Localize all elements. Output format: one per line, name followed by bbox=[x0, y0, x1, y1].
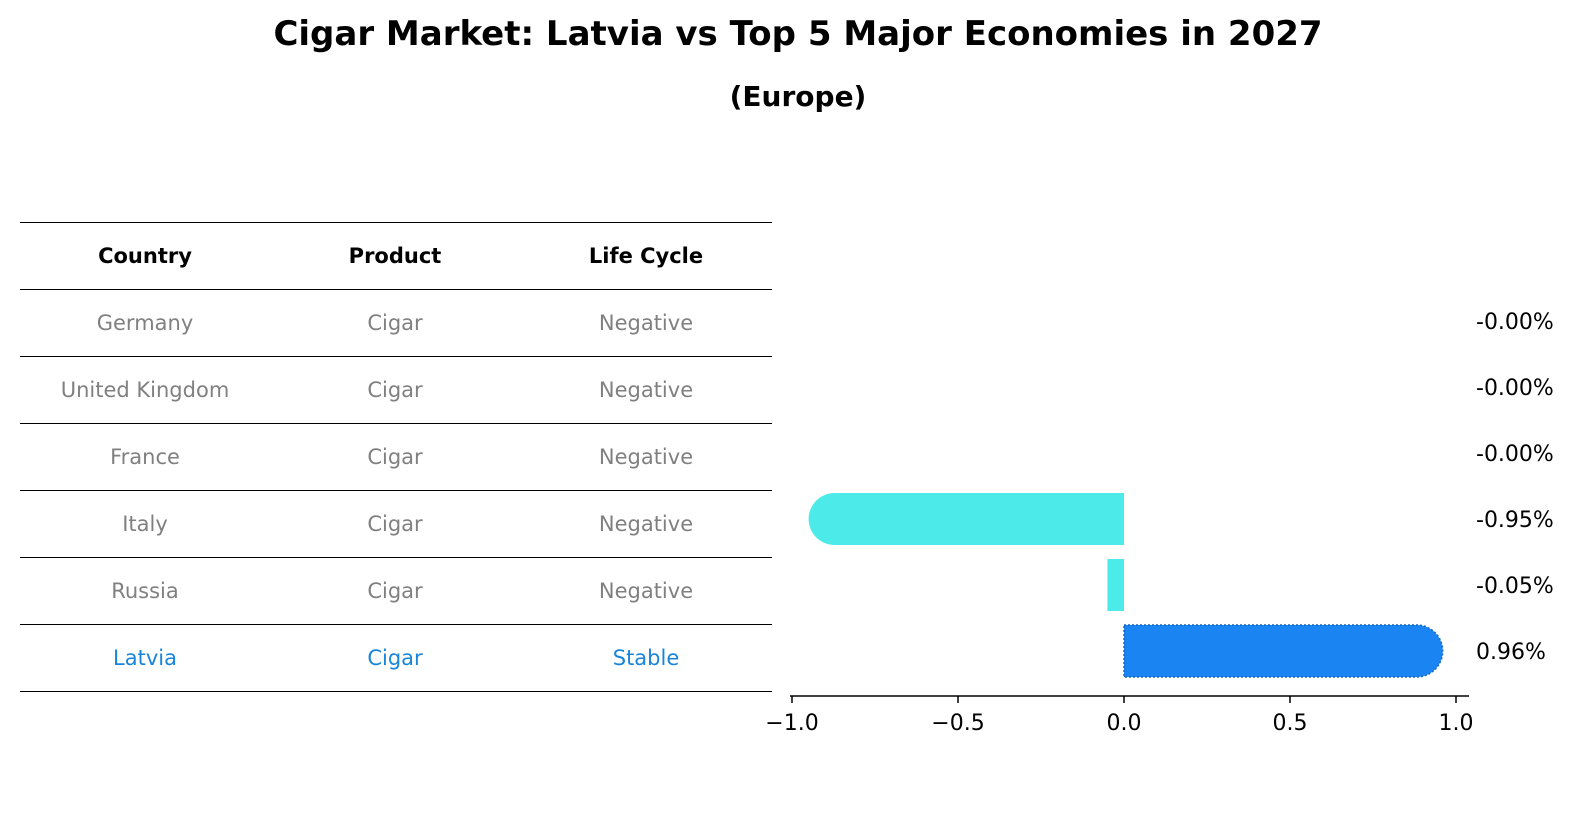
product-cell: Cigar bbox=[367, 579, 423, 603]
data-table: Country Product Life Cycle Germany Cigar… bbox=[20, 222, 772, 692]
x-tick-label: −1.0 bbox=[765, 711, 818, 736]
country-cell: Germany bbox=[96, 311, 194, 335]
header-country: Country bbox=[98, 244, 192, 268]
value-label: -0.00% bbox=[1476, 310, 1554, 335]
chart-subtitle: (Europe) bbox=[729, 80, 867, 113]
x-tick-label: 0.5 bbox=[1273, 711, 1308, 736]
x-tick-label: 1.0 bbox=[1439, 711, 1474, 736]
table-row: Russia Cigar Negative bbox=[20, 557, 772, 624]
life-cycle-cell: Negative bbox=[598, 445, 694, 469]
x-tick-label: 0.0 bbox=[1107, 711, 1142, 736]
table-row: Germany Cigar Negative bbox=[20, 289, 772, 356]
bar-latvia bbox=[1123, 624, 1444, 678]
value-label: -0.05% bbox=[1476, 574, 1554, 599]
value-label: -0.00% bbox=[1476, 442, 1554, 467]
header-life-cycle: Life Cycle bbox=[588, 244, 704, 268]
product-cell: Cigar bbox=[367, 378, 423, 402]
product-cell: Cigar bbox=[367, 445, 423, 469]
life-cycle-cell: Negative bbox=[598, 512, 694, 536]
value-label: -0.00% bbox=[1476, 376, 1554, 401]
table-row: Italy Cigar Negative bbox=[20, 490, 772, 557]
life-cycle-cell: Negative bbox=[598, 579, 694, 603]
bar-russia bbox=[1107, 559, 1124, 611]
country-cell: United Kingdom bbox=[60, 378, 230, 402]
life-cycle-cell: Stable bbox=[612, 646, 680, 670]
country-cell: Latvia bbox=[113, 646, 177, 670]
value-label: 0.96% bbox=[1476, 640, 1546, 665]
product-cell: Cigar bbox=[367, 512, 423, 536]
country-cell: France bbox=[110, 445, 180, 469]
life-cycle-cell: Negative bbox=[598, 311, 694, 335]
product-cell: Cigar bbox=[367, 646, 423, 670]
value-label: -0.95% bbox=[1476, 508, 1554, 533]
table-row: United Kingdom Cigar Negative bbox=[20, 356, 772, 423]
table-row-highlight: Latvia Cigar Stable bbox=[20, 624, 772, 692]
product-cell: Cigar bbox=[367, 311, 423, 335]
header-product: Product bbox=[348, 244, 442, 268]
table-header-row: Country Product Life Cycle bbox=[20, 222, 772, 289]
country-cell: Italy bbox=[122, 512, 168, 536]
bar-italy bbox=[808, 493, 1124, 545]
table-row: France Cigar Negative bbox=[20, 423, 772, 490]
x-tick-label: −0.5 bbox=[931, 711, 984, 736]
country-cell: Russia bbox=[111, 579, 179, 603]
chart-title: Cigar Market: Latvia vs Top 5 Major Econ… bbox=[273, 14, 1323, 54]
life-cycle-cell: Negative bbox=[598, 378, 694, 402]
